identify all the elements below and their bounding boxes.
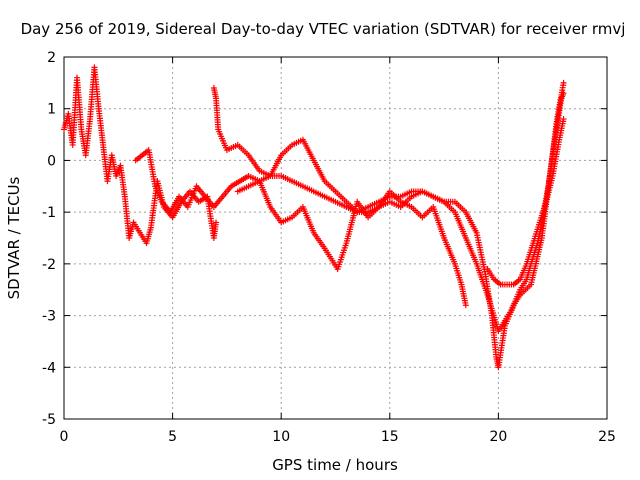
y-tick-label: 1 xyxy=(47,102,56,118)
y-tick-label: -3 xyxy=(42,309,56,325)
y-tick-label: -2 xyxy=(42,257,56,273)
y-tick-label: -4 xyxy=(42,360,56,376)
y-tick-label: -1 xyxy=(42,205,56,221)
x-tick-label: 5 xyxy=(168,429,177,445)
x-axis-label: GPS time / hours xyxy=(272,456,398,474)
x-tick-label: 15 xyxy=(381,429,399,445)
data-point-arc-5 xyxy=(560,116,567,123)
x-tick-label: 20 xyxy=(489,429,507,445)
data-point-arc-3 xyxy=(560,79,567,86)
y-tick-label: 2 xyxy=(47,50,56,66)
data-point-arc-4 xyxy=(560,90,567,97)
data-point-arc-1 xyxy=(213,219,220,226)
plot-frame xyxy=(63,56,608,420)
x-tick-label: 0 xyxy=(60,429,69,445)
data-marks xyxy=(61,64,567,371)
chart-title: Day 256 of 2019, Sidereal Day-to-day VTE… xyxy=(21,20,626,38)
grid xyxy=(64,57,607,419)
data-point-arc-2 xyxy=(462,302,469,309)
x-tick-label: 25 xyxy=(598,429,616,445)
y-axis-label: SDTVAR / TECUs xyxy=(5,176,23,299)
y-tick-label: 0 xyxy=(47,153,56,169)
x-tick-label: 10 xyxy=(272,429,290,445)
axis-ticks: 0 5 10 15 20 25 -5 -4 -3 -2 -1 0 1 2 xyxy=(42,50,616,445)
y-tick-label: -5 xyxy=(42,412,56,428)
